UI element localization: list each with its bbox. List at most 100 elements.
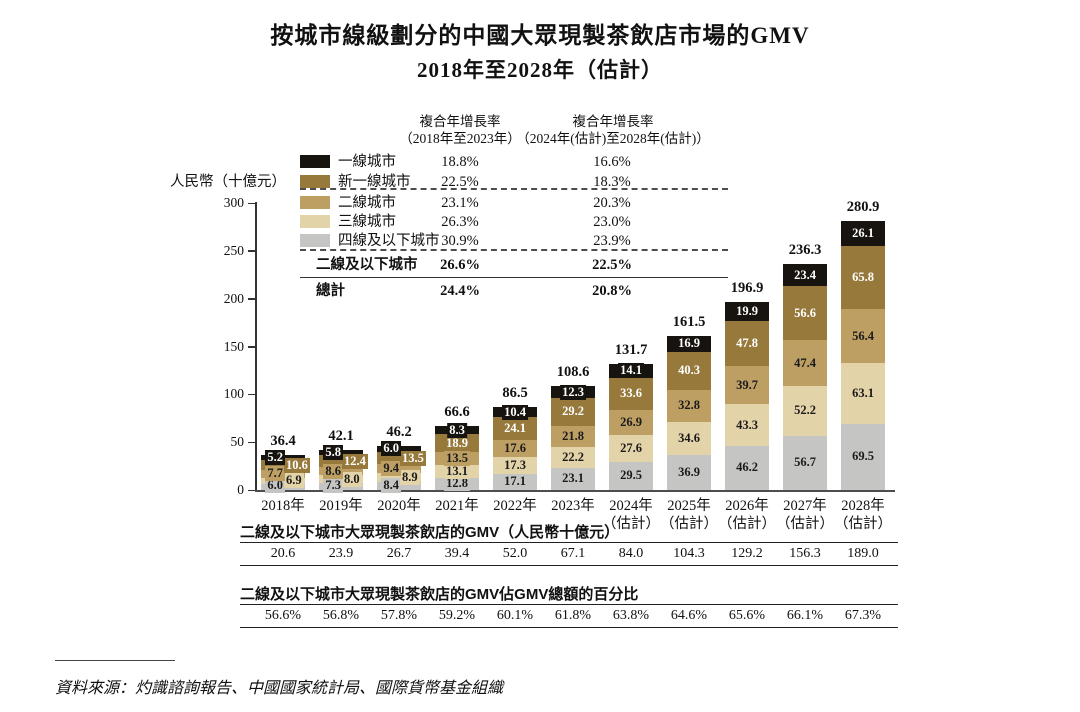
x-axis-label-2027年: 2027年 （估計） (776, 497, 834, 533)
source-rule (55, 660, 175, 661)
legend-label-6: 總計 (316, 283, 345, 299)
legend-swatch-1 (300, 175, 330, 188)
subtable-1-cell-5: 67.1 (560, 546, 586, 561)
bar-value-label: 8.4 (381, 478, 401, 493)
bar-value-label: 27.6 (618, 441, 644, 457)
legend-swatch-3 (300, 215, 330, 228)
cagr-header-1: 複合年增長率 （2018年至2023年） (360, 113, 560, 147)
bar-value-label: 17.6 (502, 441, 528, 457)
cagr-value-1-row-0: 18.8% (441, 154, 479, 170)
bar-column-2026年: 46.2 43.3 39.7 47.8 19.9 196.9 (718, 0, 776, 490)
bar-value-label: 29.2 (560, 404, 586, 420)
bar-total-label: 161.5 (672, 313, 706, 330)
legend-row-0: 一線城市 18.8% 16.6% (300, 153, 730, 171)
chart-title: 按城市線級劃分的中國大眾現製茶飲店市場的GMV (270, 23, 810, 48)
bar-value-label: 63.1 (850, 385, 876, 401)
bar-value-label: 8.9 (400, 470, 420, 486)
bar-value-label: 56.4 (850, 328, 876, 344)
subtable-2-cell-7: 64.6% (670, 608, 708, 623)
bar-value-label: 19.9 (734, 303, 760, 319)
cagr-value-1-row-4: 30.9% (441, 233, 479, 249)
x-axis-label-year: 2023年 (551, 498, 595, 514)
x-axis-line (255, 490, 895, 492)
subtable-1-cell-4: 52.0 (502, 546, 528, 561)
cagr-value-2-row-6: 20.8% (592, 283, 632, 299)
subtable-2-header: 二線及以下城市大眾現製茶飲店的GMV佔GMV總額的百分比 (240, 586, 639, 603)
subtable-2-rule-top (240, 604, 898, 605)
cagr-value-1-row-2: 23.1% (441, 195, 479, 211)
bar-value-label: 6.9 (284, 473, 304, 489)
x-axis-label-2023年: 2023年 (544, 497, 602, 515)
cagr-header-1-line1: 複合年增長率 (419, 114, 501, 129)
bar-value-label: 23.1 (560, 471, 586, 487)
subtable-2-cell-3: 59.2% (438, 608, 476, 623)
legend-row-4: 四線及以下城市 30.9% 23.9% (300, 232, 730, 250)
bar-value-label: 46.2 (734, 460, 760, 476)
bar-value-label: 13.5 (400, 450, 426, 466)
legend-label-3: 三線城市 (338, 214, 396, 230)
bar-column-2027年: 56.7 52.2 47.4 56.6 23.4 236.3 (776, 0, 834, 490)
y-axis-unit-label: 人民幣（十億元） (170, 174, 286, 190)
bar-value-label: 23.4 (792, 267, 818, 283)
bar-value-label: 56.7 (792, 455, 818, 471)
bar-value-label: 8.0 (342, 471, 362, 487)
cagr-value-1-row-3: 26.3% (441, 214, 479, 230)
subtable-2-rule-bottom (240, 627, 898, 628)
bar-segment-新一線城市 (261, 460, 305, 471)
subtable-1-cell-8: 129.2 (731, 546, 763, 561)
bar-value-label: 39.7 (734, 377, 760, 393)
bar-value-label: 47.8 (734, 336, 760, 352)
x-axis-label-year: 2020年 (377, 498, 421, 514)
bar-value-label: 56.6 (792, 305, 818, 321)
subtable-1-cell-10: 189.0 (847, 546, 879, 561)
x-axis-label-estimate: （估計） (834, 516, 892, 532)
x-axis-label-2025年: 2025年 （估計） (660, 497, 718, 533)
bar-value-label: 5.2 (265, 450, 285, 466)
bar-value-label: 13.5 (444, 451, 470, 467)
bar-value-label: 21.8 (560, 428, 586, 444)
x-axis-label-2026年: 2026年 （估計） (718, 497, 776, 533)
bar-total-label: 46.2 (386, 423, 412, 440)
subtable-1-cell-7: 104.3 (673, 546, 705, 561)
bar-value-label: 24.1 (502, 421, 528, 437)
bar-column-2025年: 36.9 34.6 32.8 40.3 16.9 161.5 (660, 0, 718, 490)
bar-column-2019年: 7.3 8.0 8.6 12.4 5.8 42.1 (312, 0, 370, 493)
legend-swatch-2 (300, 196, 330, 209)
subtable-2-cell-6: 63.8% (612, 608, 650, 623)
x-axis-label-2018年: 2018年 (254, 497, 312, 515)
legend-label-2: 二線城市 (338, 195, 396, 211)
bar-total-label: 86.5 (502, 385, 528, 402)
x-axis-label-estimate: （估計） (776, 516, 834, 532)
legend-label-4: 四線及以下城市 (338, 233, 440, 249)
bar-total-label: 196.9 (730, 279, 764, 296)
bar-value-label: 12.8 (444, 476, 470, 492)
y-tick-label-200: 200 (223, 290, 244, 306)
subtable-1-cell-9: 156.3 (789, 546, 821, 561)
legend-row-2: 二線城市 23.1% 20.3% (300, 194, 730, 212)
cagr-value-2-row-0: 16.6% (593, 154, 631, 170)
cagr-value-1-row-6: 24.4% (440, 283, 480, 299)
subtable-1-cell-2: 26.7 (386, 546, 412, 561)
cagr-value-2-row-3: 23.0% (593, 214, 631, 230)
bar-value-label: 69.5 (850, 449, 876, 465)
bar-value-label: 10.6 (284, 457, 310, 473)
x-axis-label-year: 2026年 (725, 498, 769, 514)
legend-dashed-rule-top (300, 188, 728, 190)
x-axis-label-year: 2027年 (783, 498, 827, 514)
cagr-value-2-row-1: 18.3% (593, 174, 631, 190)
x-axis-label-2028年: 2028年 （估計） (834, 497, 892, 533)
bar-value-label: 26.1 (850, 226, 876, 242)
plot-area: 6.0 6.9 7.7 10.6 5.2 36.4 7.3 8.0 8.6 12.4 5.8 42.1… (254, 0, 894, 493)
x-axis-label-2022年: 2022年 (486, 497, 544, 515)
x-axis-label-year: 2019年 (319, 498, 363, 514)
bar-value-label: 9.4 (381, 461, 401, 477)
cagr-header-1-line2: （2018年至2023年） (399, 131, 521, 146)
subtable-2-cell-9: 66.1% (786, 608, 824, 623)
bar-value-label: 12.3 (560, 384, 586, 400)
bar-total-label: 236.3 (788, 241, 822, 258)
subtable-1-header: 二線及以下城市大眾現製茶飲店的GMV（人民幣十億元） (240, 524, 620, 541)
bar-total-label: 42.1 (328, 427, 354, 444)
y-tick-mark-0 (248, 489, 255, 491)
legend-row-3: 三線城市 26.3% 23.0% (300, 213, 730, 231)
bar-value-label: 34.6 (676, 430, 702, 446)
